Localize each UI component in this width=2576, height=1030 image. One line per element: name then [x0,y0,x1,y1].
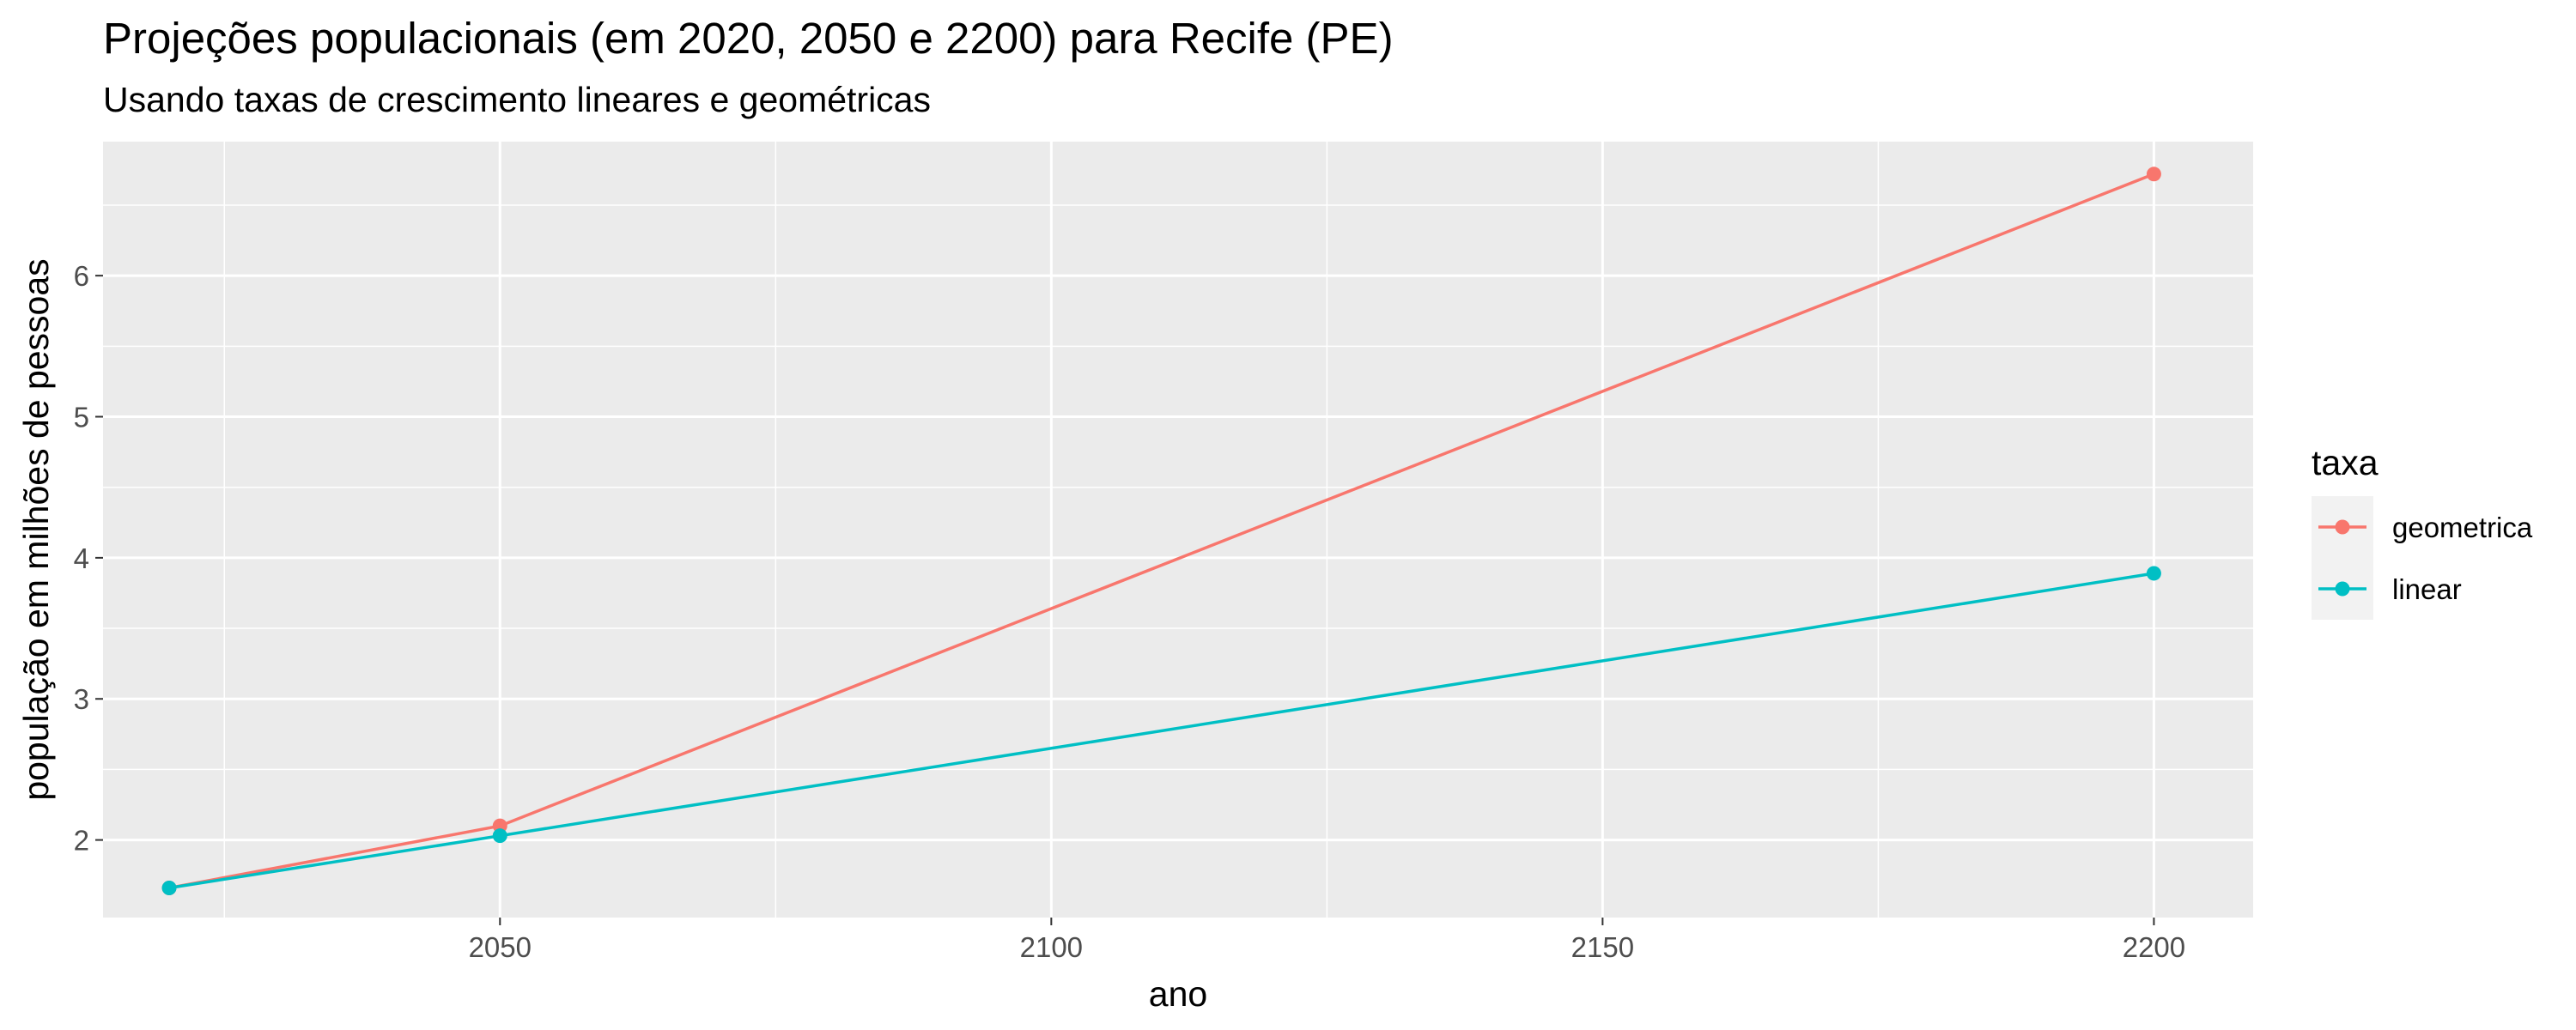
data-point-linear [161,880,177,895]
y-tick-label: 3 [74,683,89,715]
legend-title: taxa [2312,443,2379,482]
legend-label-geometrica: geometrica [2392,512,2533,543]
series-points [161,167,2161,895]
y-tick-label: 4 [74,542,89,574]
data-point-geometrica [2146,167,2161,182]
data-point-linear [2146,566,2161,581]
x-tick-label: 2150 [1571,931,1634,963]
y-tick-label: 2 [74,825,89,857]
legend: taxa geometrica linear [2312,443,2533,620]
legend-key-point-linear [2335,581,2350,597]
legend-label-linear: linear [2392,573,2462,605]
x-axis-ticks: 2050 2100 2150 2200 [469,918,2185,963]
legend-key-background [2312,496,2373,620]
x-tick-label: 2050 [469,931,532,963]
y-tick-label: 6 [74,260,89,292]
y-axis-ticks: 2 3 4 5 6 [74,260,103,857]
minor-gridlines [103,142,2253,918]
y-axis-title: população em milhões de pessoas [16,258,56,800]
x-axis-title: ano [1149,974,1207,1014]
plot-panel [103,142,2253,918]
major-gridlines [103,142,2253,918]
data-point-linear [492,828,507,844]
x-tick-label: 2200 [2123,931,2185,963]
chart-title: Projeções populacionais (em 2020, 2050 e… [103,14,1394,63]
chart-subtitle: Usando taxas de crescimento lineares e g… [103,80,931,119]
y-tick-label: 5 [74,402,89,433]
x-tick-label: 2100 [1020,931,1083,963]
legend-key-point-geometrica [2335,519,2350,535]
